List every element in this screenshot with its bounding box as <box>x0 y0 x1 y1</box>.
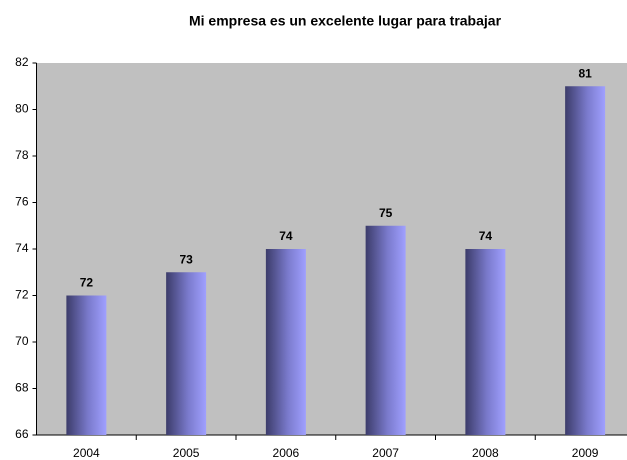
data-label: 75 <box>379 206 393 220</box>
y-tick-label: 74 <box>15 241 29 255</box>
y-tick-label: 68 <box>15 381 29 395</box>
y-tick-label: 66 <box>15 427 29 441</box>
bar <box>465 249 506 435</box>
x-tick-label: 2008 <box>472 446 499 460</box>
y-tick-label: 76 <box>15 195 29 209</box>
x-tick-label: 2005 <box>173 446 200 460</box>
y-tick-label: 80 <box>15 102 29 116</box>
y-tick-label: 78 <box>15 148 29 162</box>
data-label: 74 <box>479 229 493 243</box>
data-label: 74 <box>279 229 293 243</box>
data-label: 72 <box>80 276 94 290</box>
bar <box>66 295 107 435</box>
x-tick-label: 2006 <box>273 446 300 460</box>
bar <box>265 249 306 435</box>
plot-area <box>36 63 627 435</box>
y-tick-label: 72 <box>15 288 29 302</box>
bar <box>166 272 207 435</box>
y-tick-label: 82 <box>15 55 29 69</box>
chart-title: Mi empresa es un excelente lugar para tr… <box>189 13 502 29</box>
bar <box>565 86 606 435</box>
y-tick-label: 70 <box>15 334 29 348</box>
x-tick-label: 2007 <box>372 446 399 460</box>
data-label: 81 <box>578 66 592 80</box>
data-label: 73 <box>179 252 193 266</box>
x-tick-label: 2009 <box>572 446 599 460</box>
x-tick-label: 2004 <box>73 446 100 460</box>
bar <box>365 225 406 435</box>
